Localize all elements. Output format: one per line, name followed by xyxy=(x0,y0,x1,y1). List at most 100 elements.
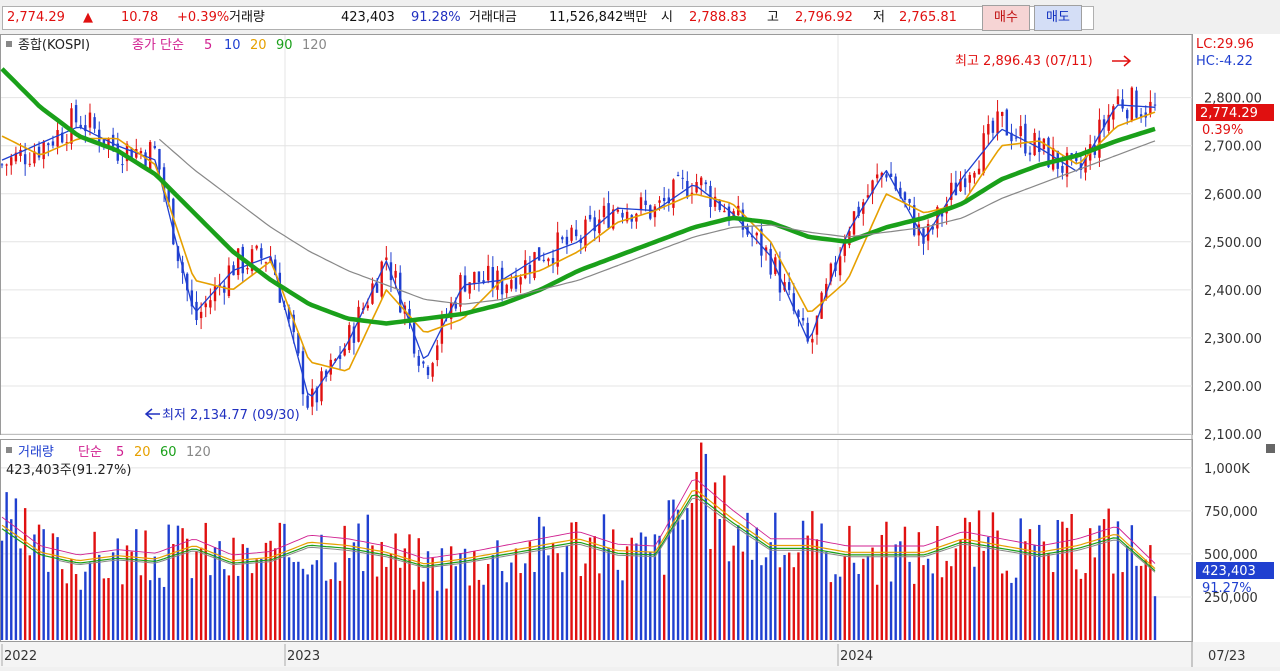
volume-bar xyxy=(686,508,689,640)
chart-area[interactable]: 종합(KOSPI) 종가 단순 5 10 20 90 120 최고 2,896.… xyxy=(0,34,1280,667)
price-tick-label: 2,800.00 xyxy=(1204,92,1262,107)
volume-bar xyxy=(950,566,953,640)
candle xyxy=(875,163,879,183)
volume-bar xyxy=(250,573,254,640)
min-arrow-icon xyxy=(144,408,160,420)
volume-bar xyxy=(1098,525,1101,640)
volume-bar xyxy=(783,554,786,640)
kospi-chart[interactable]: 종합(KOSPI) 종가 단순 5 10 20 90 120 최고 2,896.… xyxy=(0,34,1280,667)
candle xyxy=(213,277,217,311)
volume-value: 423,403 xyxy=(341,10,395,25)
volume-bar xyxy=(334,562,337,640)
candle xyxy=(250,245,254,277)
current-volume-pct: 91.27% xyxy=(1202,581,1252,596)
volume-bar xyxy=(227,575,231,640)
candle xyxy=(292,310,295,344)
volume-bar xyxy=(630,537,633,640)
volume-bar xyxy=(135,529,138,640)
volume-bar xyxy=(1000,573,1004,640)
candle xyxy=(1112,104,1115,130)
candle xyxy=(1010,123,1013,150)
volume-bar xyxy=(570,522,573,640)
volume-bar xyxy=(811,511,814,640)
volume-bar xyxy=(274,548,277,640)
volume-bar xyxy=(1088,528,1092,640)
candle xyxy=(264,261,268,272)
min-annotation: 최저 2,134.77 (09/30) xyxy=(162,408,300,423)
volume-bar xyxy=(431,557,434,640)
candle xyxy=(417,349,420,373)
price-ma-lines xyxy=(0,67,1156,397)
volume-bar xyxy=(727,561,731,640)
buy-button[interactable]: 매수 xyxy=(982,5,1030,31)
candle xyxy=(14,146,18,165)
price-tick-label: 2,200.00 xyxy=(1204,380,1262,395)
volume-bar xyxy=(963,517,967,640)
volume-bar xyxy=(588,537,592,640)
volume-legend-ma5: 5 xyxy=(116,445,124,460)
volume-bar xyxy=(894,544,897,640)
volume-legend-ma20: 20 xyxy=(134,445,151,460)
volume-bar xyxy=(167,524,170,640)
x-tick-label: 2022 xyxy=(4,649,37,664)
volume-bar xyxy=(899,541,902,640)
volume-bar xyxy=(871,547,874,640)
candle xyxy=(10,153,13,175)
volume-bar xyxy=(449,546,453,640)
trade-value-label: 거래대금 xyxy=(469,10,517,25)
candle xyxy=(33,143,36,167)
volume-bar xyxy=(602,514,606,640)
price-legend-ma20: 20 xyxy=(250,38,267,53)
volume-bar xyxy=(440,548,444,640)
candle xyxy=(348,322,351,353)
current-price-tag: 2,774.29 xyxy=(1200,106,1258,121)
sell-button[interactable]: 매도 xyxy=(1034,5,1082,31)
volume-bar xyxy=(107,578,110,640)
candle xyxy=(1051,136,1055,172)
volume-bar xyxy=(658,535,661,640)
volume-bar xyxy=(533,572,536,640)
volume-bar xyxy=(862,558,865,640)
volume-legend-prefix: 단순 xyxy=(78,445,102,460)
small-square-icon xyxy=(6,447,12,453)
volume-bar xyxy=(1149,545,1152,640)
candle xyxy=(695,173,698,194)
volume-bar xyxy=(838,576,842,640)
volume-bar xyxy=(616,569,620,640)
candle xyxy=(338,346,342,371)
candle xyxy=(1130,86,1134,123)
candle xyxy=(1033,128,1036,157)
max-arrow-icon xyxy=(1112,55,1132,67)
volume-bar xyxy=(1079,578,1083,640)
candle xyxy=(56,120,59,155)
volume-bar xyxy=(607,547,610,640)
current-price-pct: 0.39% xyxy=(1202,123,1243,138)
low-label: 저 xyxy=(873,10,885,25)
volume-bar xyxy=(403,548,407,640)
current-volume-box xyxy=(1196,562,1274,579)
price-tick-label: 2,600.00 xyxy=(1204,188,1262,203)
panel-control-icon[interactable] xyxy=(1266,444,1275,453)
volume-bar xyxy=(417,538,420,640)
volume-bar xyxy=(357,523,360,640)
candle xyxy=(88,103,92,136)
volume-bar xyxy=(496,540,499,640)
volume-bar xyxy=(621,580,624,640)
volume-bar xyxy=(801,520,805,640)
candle xyxy=(760,221,763,268)
volume-bar xyxy=(936,525,939,640)
candle xyxy=(5,163,8,176)
volume-bar xyxy=(232,537,235,640)
volume-bar xyxy=(236,575,240,640)
volume-bar xyxy=(505,582,508,640)
volume-bar xyxy=(866,556,870,640)
price-panel-frame xyxy=(0,34,1193,435)
volume-bar xyxy=(551,542,555,640)
volume-bar xyxy=(47,571,50,640)
volume-bar xyxy=(1112,573,1115,640)
price-tick-label: 2,100.00 xyxy=(1204,428,1262,443)
volume-bar xyxy=(65,583,69,640)
volume-bar xyxy=(292,562,295,640)
candle xyxy=(700,175,703,196)
candle xyxy=(579,234,583,254)
